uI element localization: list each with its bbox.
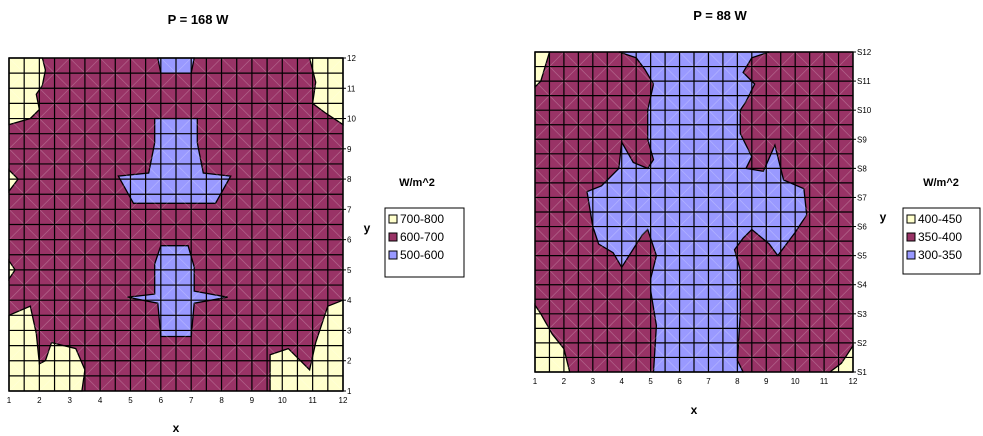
x-tick-label: 10 [791, 377, 800, 386]
y-tick-label: 4 [347, 296, 352, 305]
y-tick-label: S9 [857, 135, 867, 144]
y-tick-label: 1 [347, 387, 352, 396]
x-axis-label: x [173, 421, 180, 435]
x-tick-label: 7 [706, 377, 711, 386]
y-tick-label: S12 [857, 48, 872, 57]
contour-chart-168w: P = 168 W 1 2 3 4 5 6 7 8 9 10 11 12 12345678910111… [7, 12, 465, 435]
y-tick-label: S7 [857, 193, 867, 202]
x-tick-label: 4 [620, 377, 625, 386]
x-tick-label: 9 [250, 396, 255, 405]
x-tick-label: 11 [308, 396, 317, 405]
y-tick-label: S1 [857, 368, 867, 377]
y-tick-label: S10 [857, 106, 872, 115]
y-tick-label: 11 [347, 84, 356, 93]
legend-swatch [388, 214, 398, 224]
y-tick-labels: S1 S2 S3 S4 S5 S6 S7 S8 S9 S10 S11 S12 [857, 48, 872, 377]
region-700-800-3 [8, 57, 47, 126]
legend-label: 600-700 [400, 230, 444, 244]
x-tick-labels: 1 2 3 4 5 6 7 8 9 10 11 12 [533, 377, 858, 386]
x-tick-label: 1 [7, 396, 12, 405]
legend-label: 500-600 [400, 248, 444, 262]
x-tick-label: 6 [677, 377, 682, 386]
legend-label: 300-350 [918, 248, 962, 262]
x-tick-label: 2 [562, 377, 567, 386]
y-tick-label: 3 [347, 326, 352, 335]
legend-swatch [906, 250, 916, 260]
x-tick-label: 2 [37, 396, 42, 405]
x-tick-label: 4 [98, 396, 103, 405]
x-tick-label: 8 [735, 377, 740, 386]
legend-label: 400-450 [918, 212, 962, 226]
legend-items: 700-800 600-700 500-600 [388, 212, 444, 262]
legend-box [384, 207, 465, 278]
legend: W/m^2 400-450 350-400 300-350 [902, 177, 981, 275]
legend-title: W/m^2 [923, 177, 959, 189]
legend-swatch [388, 250, 398, 260]
legend: W/m^2 700-800 600-700 500-600 [384, 177, 465, 278]
x-tick-label: 7 [189, 396, 194, 405]
x-tick-label: 5 [648, 377, 653, 386]
y-tick-label: 8 [347, 175, 352, 184]
y-tick-label: 12 [347, 54, 356, 63]
y-tick-label: S6 [857, 223, 867, 232]
plot-border [8, 57, 344, 392]
x-tick-label: 6 [159, 396, 164, 405]
x-tick-label: 10 [278, 396, 287, 405]
legend-box [902, 207, 981, 275]
y-tick-label: 5 [347, 266, 352, 275]
contour-chart-88w: P = 88 W 1 2 3 4 5 6 7 8 9 10 11 12 S1S2S3S4S5S6S7S… [533, 8, 981, 417]
y-tick-label: S5 [857, 252, 867, 261]
legend-swatch [388, 232, 398, 242]
chart-title: P = 168 W [168, 12, 230, 27]
plot-area [534, 51, 856, 373]
legend-label: 350-400 [918, 230, 962, 244]
y-tick-label: S4 [857, 281, 867, 290]
y-tick-label: 10 [347, 115, 356, 124]
y-tick-label: S8 [857, 164, 867, 173]
legend-swatch [906, 214, 916, 224]
x-tick-label: 8 [219, 396, 224, 405]
y-tick-label: 6 [347, 236, 352, 245]
x-tick-label: 5 [128, 396, 133, 405]
y-tick-label: 7 [347, 205, 352, 214]
x-tick-label: 11 [820, 377, 829, 386]
y-tick-label: 2 [347, 357, 352, 366]
y-tick-label: S2 [857, 339, 867, 348]
x-tick-label: 3 [591, 377, 596, 386]
x-tick-label: 1 [533, 377, 538, 386]
y-axis-label: y [880, 210, 887, 224]
y-tick-label: S11 [857, 77, 871, 86]
legend-swatch [906, 232, 916, 242]
plot-area [8, 57, 346, 392]
x-tick-label: 12 [339, 396, 348, 405]
x-tick-labels: 1 2 3 4 5 6 7 8 9 10 11 12 [7, 396, 348, 405]
plot-border [534, 51, 854, 373]
legend-label: 700-800 [400, 212, 444, 226]
chart-title: P = 88 W [693, 8, 747, 23]
x-tick-label: 9 [764, 377, 769, 386]
y-tick-label: S3 [857, 310, 867, 319]
x-tick-label: 12 [849, 377, 858, 386]
x-tick-label: 3 [68, 396, 73, 405]
legend-title: W/m^2 [399, 177, 435, 189]
legend-items: 400-450 350-400 300-350 [906, 212, 962, 262]
x-axis-label: x [691, 403, 698, 417]
y-axis-label: y [364, 221, 371, 235]
y-tick-label: 9 [347, 145, 352, 154]
